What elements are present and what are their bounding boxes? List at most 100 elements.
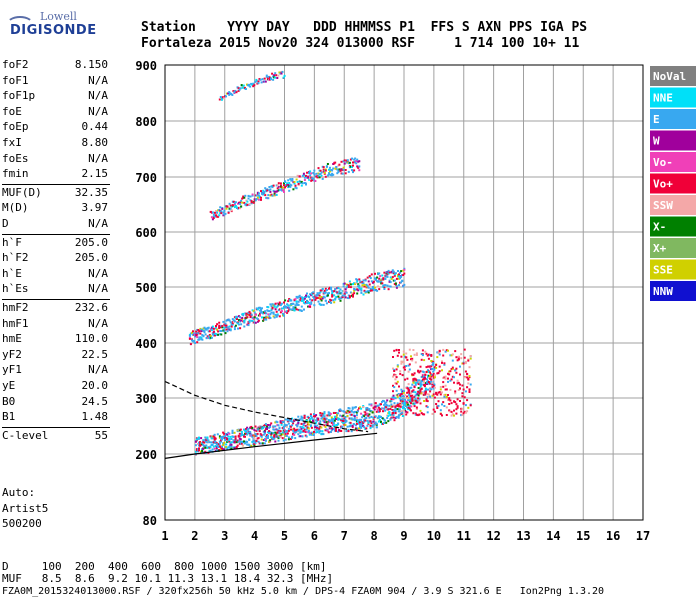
echo-dot: [447, 372, 449, 375]
echo-dot: [269, 440, 272, 443]
echo-dot: [326, 294, 329, 297]
echo-dot: [283, 425, 286, 427]
echo-dot: [448, 398, 451, 401]
echo-dot: [284, 431, 287, 434]
echo-dot: [317, 167, 320, 170]
echo-dot: [429, 371, 432, 374]
echo-dot: [335, 427, 337, 430]
echo-dot: [229, 442, 232, 445]
echo-dot: [463, 356, 466, 359]
echo-dot: [271, 436, 274, 439]
echo-dot: [347, 410, 350, 413]
echo-dot: [292, 306, 295, 309]
echo-dot: [360, 412, 363, 415]
echo-dot: [329, 286, 331, 289]
echo-dot: [355, 411, 358, 414]
echo-dot: [405, 365, 408, 367]
echo-dot: [312, 177, 315, 180]
echo-dot: [361, 425, 364, 428]
echo-dot: [246, 312, 249, 315]
echo-dot: [426, 411, 429, 414]
echo-dot: [189, 343, 192, 346]
echo-dot: [294, 184, 297, 187]
param-row-yf1: yF1 N/A: [2, 363, 108, 378]
echo-dot: [234, 439, 237, 442]
echo-dot: [462, 412, 465, 415]
y-tick-label: 400: [135, 337, 157, 351]
echo-dot: [253, 198, 256, 201]
echo-dot: [323, 412, 326, 415]
echo-dot: [241, 317, 244, 319]
echo-dot: [343, 417, 346, 420]
echo-dot: [433, 376, 436, 379]
echo-dot: [225, 207, 228, 210]
echo-dot: [402, 269, 405, 272]
echo-dot: [338, 290, 341, 293]
echo-dot: [422, 393, 425, 396]
echo-dot: [390, 416, 393, 419]
echo-dot: [448, 403, 451, 405]
param-separator: [2, 299, 110, 300]
echo-dot: [383, 288, 386, 290]
echo-dot: [295, 187, 298, 190]
echo-dot: [282, 186, 284, 189]
echo-dot: [419, 365, 422, 368]
echo-dot: [329, 412, 332, 415]
echo-dot: [374, 277, 376, 280]
echo-dot: [313, 296, 316, 299]
echo-dot: [408, 368, 411, 371]
echo-dot: [249, 316, 252, 319]
echo-dot: [280, 433, 283, 436]
echo-dot: [385, 421, 388, 424]
echo-dot: [243, 440, 245, 443]
echo-dot: [407, 408, 410, 411]
echo-dot: [223, 213, 226, 216]
echo-dot: [435, 363, 438, 366]
echo-dot: [393, 419, 396, 422]
echo-dot: [447, 380, 449, 383]
echo-dot: [357, 289, 360, 292]
legend-label: E: [653, 113, 660, 126]
echo-dot: [299, 430, 302, 433]
echo-dot: [426, 400, 429, 403]
echo-dot: [395, 349, 398, 352]
echo-dot: [192, 340, 194, 343]
echo-dot: [246, 323, 249, 326]
echo-dot: [197, 329, 200, 331]
legend-swatch: [650, 130, 696, 151]
echo-dot: [420, 376, 423, 378]
echo-dot: [377, 285, 380, 288]
echo-dot: [410, 405, 413, 408]
echo-dot: [209, 449, 212, 452]
echo-dot: [417, 387, 420, 389]
echo-dot: [215, 214, 217, 217]
echo-dot: [254, 199, 257, 202]
legend-label: X-: [653, 221, 666, 234]
echo-dot: [253, 84, 256, 87]
echo-dot: [405, 410, 407, 413]
echo-dot: [459, 387, 461, 390]
echo-dot: [218, 442, 221, 445]
echo-dot: [233, 91, 236, 93]
echo-dot: [221, 207, 224, 210]
echo-dot: [384, 278, 387, 280]
echo-dot: [212, 331, 215, 334]
echo-dot: [328, 420, 331, 423]
echo-dot: [389, 418, 392, 421]
echo-dot: [209, 435, 212, 438]
echo-dot: [305, 419, 308, 422]
echo-dot: [392, 412, 394, 414]
echo-dot: [391, 276, 394, 279]
echo-dot: [340, 172, 343, 175]
echo-dot: [330, 286, 333, 289]
echo-dot: [380, 281, 383, 283]
echo-dot: [340, 426, 343, 429]
echo-dot: [461, 362, 464, 365]
echo-dot: [347, 162, 350, 165]
echo-dot: [430, 360, 433, 362]
echo-dot: [427, 388, 429, 391]
echo-dot: [346, 415, 349, 417]
echo-dot: [425, 398, 428, 401]
echo-dot: [269, 194, 272, 197]
echo-dot: [364, 411, 367, 414]
